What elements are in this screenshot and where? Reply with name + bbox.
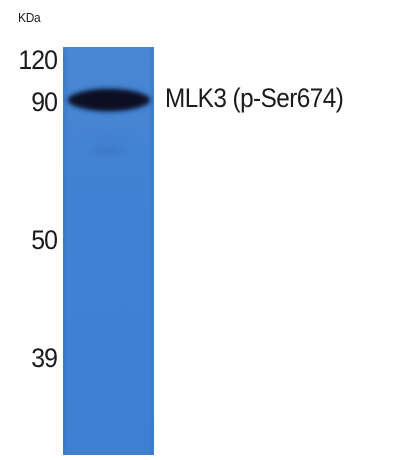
- mw-marker-50: 50: [31, 225, 58, 255]
- blot-lane-image: [61, 47, 157, 455]
- unit-label: KDa: [18, 10, 41, 25]
- mw-marker-39: 39: [31, 343, 58, 373]
- mw-marker-90: 90: [31, 87, 58, 117]
- mw-marker-120: 120: [18, 45, 58, 75]
- faint-band: [73, 143, 145, 159]
- blot-lane: [61, 47, 157, 455]
- band-label: MLK3 (p-Ser674): [165, 83, 344, 113]
